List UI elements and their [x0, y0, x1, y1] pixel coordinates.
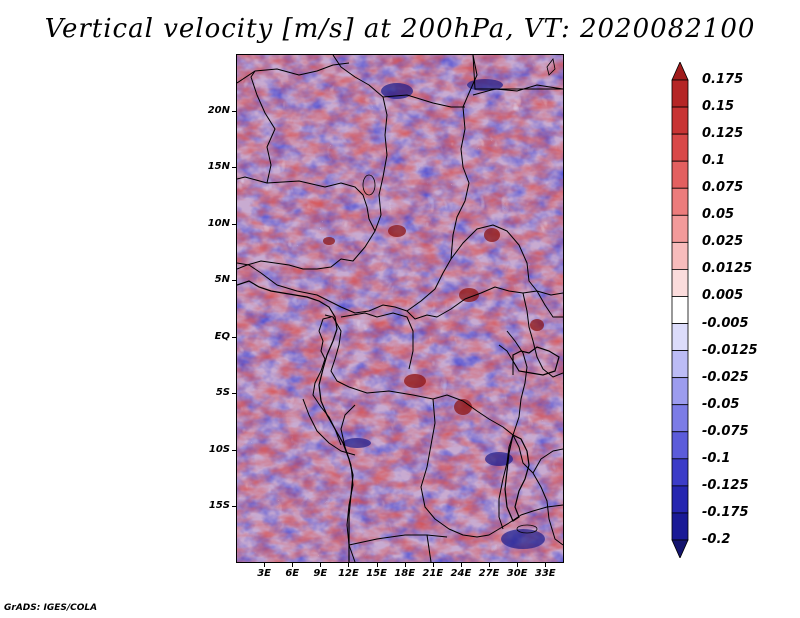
colorbar-label: 0.075 [702, 180, 744, 196]
colorbar-segment [671, 350, 689, 379]
colorbar-segment [671, 404, 689, 433]
lon-tick-label: 18E [394, 568, 416, 579]
colorbar-top-arrow [671, 62, 689, 81]
lon-tick-label: 30E [506, 568, 528, 579]
colorbar-segment [671, 79, 689, 108]
lat-tick-label: 10N [207, 217, 230, 229]
colorbar-segment [671, 160, 689, 189]
lon-tick-mark [292, 563, 294, 567]
lat-tick-mark [232, 223, 236, 225]
country-borders [237, 55, 563, 562]
colorbar-label: 0.15 [702, 99, 735, 115]
colorbar-label: 0.125 [702, 126, 744, 142]
colorbar-label: -0.075 [702, 423, 749, 439]
colorbar-label: 0.0125 [702, 261, 753, 277]
coastline [237, 280, 560, 562]
strong-descent-spots [343, 79, 545, 549]
lon-tick-label: 21E [422, 568, 444, 579]
colorbar-segment [671, 512, 689, 541]
strong-ascent-spots [323, 225, 544, 415]
lon-tick-label: 24E [450, 568, 472, 579]
lat-tick-label: 20N [207, 104, 230, 116]
colorbar-label: -0.175 [702, 504, 749, 520]
colorbar-label: 0.025 [702, 234, 744, 250]
lon-tick-mark [320, 563, 322, 567]
lon-tick-mark [460, 563, 462, 567]
colorbar-label: -0.0125 [702, 342, 758, 358]
lon-tick-mark [517, 563, 519, 567]
colorbar-label: -0.2 [702, 532, 731, 547]
colorbar-segment [671, 133, 689, 162]
lon-tick-mark [376, 563, 378, 567]
lat-tick-label: EQ [214, 330, 230, 342]
lat-tick-mark [232, 336, 236, 338]
lat-tick-label: 15S [208, 500, 230, 512]
lon-tick-label: 33E [534, 568, 556, 579]
lon-tick-label: 27E [478, 568, 500, 579]
lon-tick-label: 3E [257, 568, 271, 579]
colorbar-label: 0.05 [702, 207, 735, 223]
colorbar-bottom-arrow [671, 539, 689, 558]
lon-tick-mark [432, 563, 434, 567]
colorbar-segment [671, 485, 689, 514]
lakes [362, 58, 556, 534]
grads-credit: GrADS: IGES/COLA [4, 603, 98, 613]
lon-tick-mark [489, 563, 491, 567]
lon-tick-label: 9E [313, 568, 328, 579]
colorbar-segment [671, 431, 689, 460]
lat-tick-label: 5S [215, 387, 230, 399]
lat-tick-label: 15N [207, 161, 230, 173]
colorbar-label: -0.125 [702, 477, 749, 493]
lon-tick-mark [545, 563, 547, 567]
colorbar-label: 0.005 [702, 288, 744, 304]
colorbar-label: 0.175 [702, 72, 744, 87]
map-title: Vertical velocity [m/s] at 200hPa, VT: 2… [44, 14, 756, 44]
lon-tick-mark [348, 563, 350, 567]
lon-tick-label: 15E [366, 568, 387, 579]
colorbar-label: -0.1 [702, 450, 731, 466]
lat-tick-mark [232, 506, 236, 508]
lat-tick-mark [232, 110, 236, 112]
colorbar-segment [671, 106, 689, 135]
colorbar-label: -0.05 [702, 396, 740, 412]
lat-tick-mark [232, 449, 236, 451]
lon-tick-label: 6E [285, 568, 300, 579]
colorbar-label: -0.005 [702, 315, 749, 331]
colorbar-segment [671, 296, 689, 324]
lat-tick-mark [232, 280, 236, 282]
lon-tick-mark [264, 563, 266, 567]
lat-tick-label: 10S [208, 443, 230, 455]
lat-tick-mark [232, 393, 236, 395]
vertical-velocity-map [237, 55, 563, 562]
colorbar [671, 62, 689, 558]
colorbar-segment [671, 269, 689, 297]
colorbar-segment [671, 323, 689, 351]
colorbar-segment [671, 458, 689, 487]
colorbar-segment [671, 187, 689, 216]
colorbar-label: 0.1 [702, 153, 726, 169]
lat-tick-mark [232, 167, 236, 169]
colorbar-segment [671, 241, 689, 270]
lat-tick-label: 5N [214, 274, 230, 286]
lon-tick-label: 12E [338, 568, 359, 579]
colorbar-segment [671, 377, 689, 406]
map-panel [236, 54, 564, 563]
lon-tick-mark [404, 563, 406, 567]
colorbar-label: -0.025 [702, 369, 749, 385]
colorbar-segment [671, 214, 689, 243]
